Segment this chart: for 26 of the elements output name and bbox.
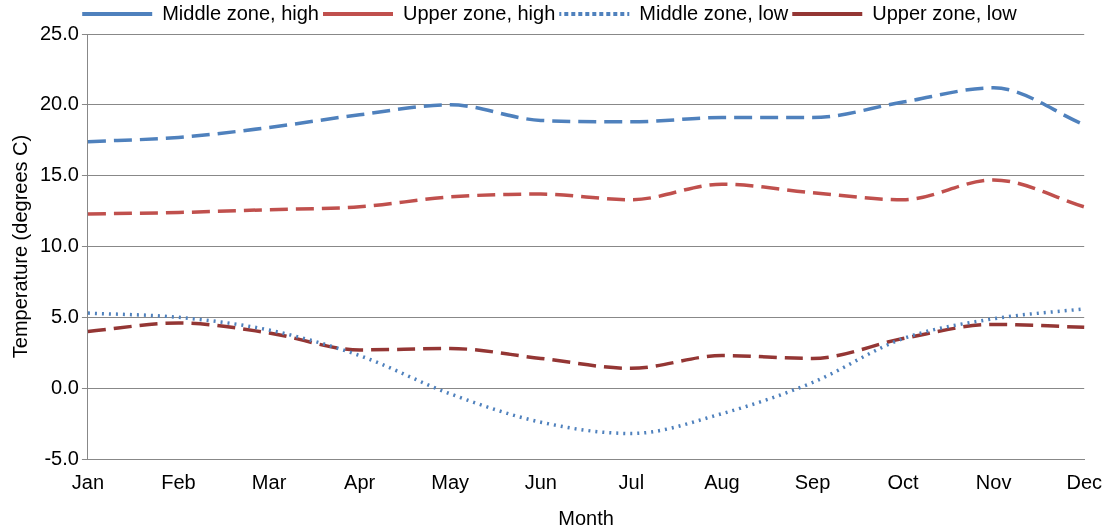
x-tick-label: Oct (887, 470, 920, 493)
legend-label: Upper zone, high (402, 1, 556, 24)
x-tick-label: Dec (1066, 470, 1103, 493)
x-tick-label: May (431, 470, 470, 493)
x-tick-label: Sep (794, 470, 831, 493)
x-tick-label: Nov (975, 470, 1012, 493)
y-tick-label: 25.0 (39, 21, 79, 44)
y-tick-label: 15.0 (39, 163, 79, 186)
legend-label: Middle zone, low (639, 1, 789, 24)
legend-label: Upper zone, low (872, 1, 1018, 24)
y-tick-label: 5.0 (51, 304, 79, 327)
x-tick-label: Aug (704, 470, 740, 493)
x-tick-label: Jan (71, 470, 105, 493)
line-series (86, 321, 1086, 371)
y-tick-label: 10.0 (39, 234, 79, 257)
legend-label: Middle zone, high (162, 1, 319, 24)
x-tick-label: Feb (161, 470, 196, 493)
x-tick-label: Apr (344, 470, 376, 493)
x-tick-label: Mar (251, 470, 287, 493)
y-tick-label: 0.0 (51, 375, 79, 398)
x-tick-label: Jun (524, 470, 557, 493)
y-tick-label: -5.0 (44, 446, 79, 469)
y-tick-label: 20.0 (39, 92, 79, 115)
y-axis-title: Temperature (degrees C) (8, 134, 31, 359)
x-tick-label: Jul (618, 470, 645, 493)
x-axis-title: Month (558, 506, 614, 529)
